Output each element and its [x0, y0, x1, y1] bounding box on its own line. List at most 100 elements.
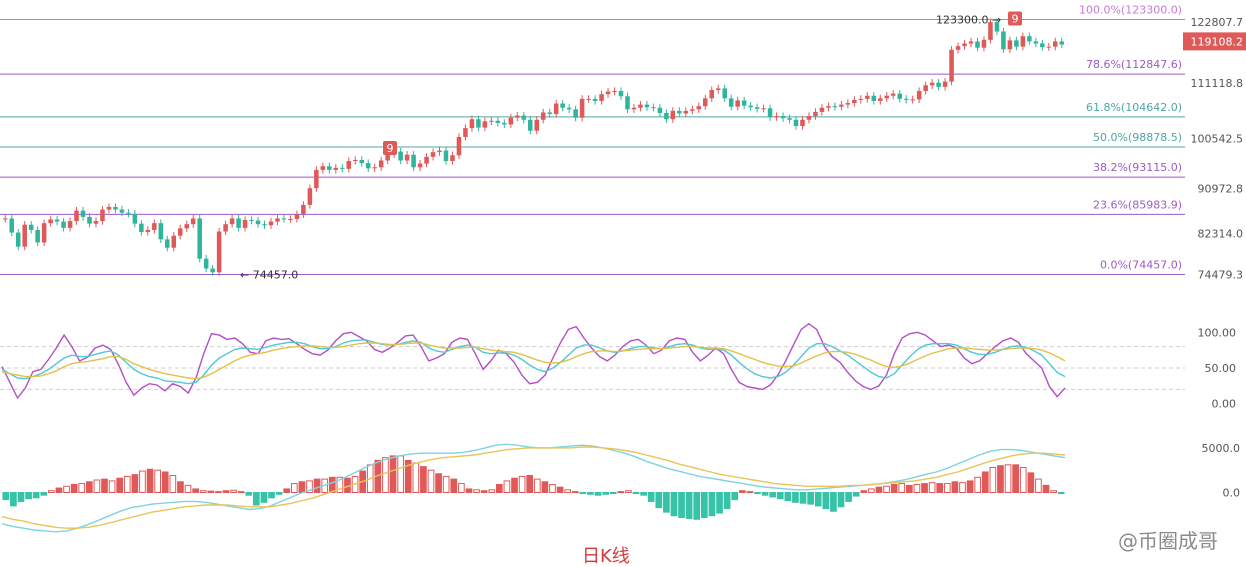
candle-body — [702, 98, 708, 107]
marker-a-text: 9 — [387, 142, 394, 155]
candle-body — [67, 221, 73, 228]
macd-bar — [215, 491, 222, 494]
candle-body — [657, 107, 663, 113]
candle-body — [35, 229, 40, 243]
candle-body — [871, 95, 877, 101]
macd-bar — [814, 492, 822, 507]
macd-bar — [700, 492, 708, 518]
candle-body — [994, 22, 1000, 32]
candle-body — [288, 218, 293, 220]
macd-bar — [587, 492, 594, 495]
macd-bar — [541, 481, 549, 493]
macd-bar — [731, 492, 739, 501]
candle-body — [547, 112, 552, 115]
candle-body — [962, 43, 967, 47]
macd-bar — [868, 488, 875, 493]
macd-bar — [2, 492, 10, 501]
candle-body — [612, 91, 617, 93]
marker-a-box — [383, 141, 397, 155]
candle-body — [74, 210, 79, 222]
candle-body — [508, 117, 514, 125]
candle-body — [385, 154, 390, 161]
macd-bar — [670, 492, 678, 517]
candle-body — [1053, 41, 1058, 47]
candle-body — [767, 108, 773, 118]
macd-bar — [275, 492, 283, 495]
macd-bar — [245, 492, 253, 496]
macd-bar — [268, 492, 275, 499]
macd-bar — [769, 492, 777, 498]
macd-bar — [966, 480, 974, 493]
macd-bar — [655, 492, 663, 509]
macd-bar — [420, 466, 427, 494]
candle-body — [223, 224, 228, 232]
macd-bar — [1012, 464, 1019, 494]
candle-body — [748, 105, 753, 108]
macd-bar — [708, 492, 716, 517]
macd-bar — [959, 482, 966, 493]
candle-body — [839, 104, 844, 107]
candle-body — [566, 107, 572, 110]
macd-bar — [435, 473, 442, 493]
macd-bar — [511, 477, 518, 494]
macd-bar — [397, 455, 404, 493]
candle-body — [190, 218, 196, 225]
candle-body — [327, 166, 332, 170]
candle-body — [184, 224, 189, 229]
macd-bar — [609, 492, 617, 494]
macd-bar — [283, 488, 291, 493]
candle-body — [916, 91, 922, 100]
marker-b-box — [1008, 11, 1022, 26]
candle-body — [936, 82, 941, 87]
fib-label: 0.0%(74457.0) — [1100, 259, 1182, 272]
macd-bar — [625, 490, 632, 494]
candle-body — [152, 223, 157, 230]
candle-body — [754, 107, 760, 109]
candle-body — [910, 99, 915, 101]
macd-bar — [101, 478, 108, 494]
candle-body — [450, 155, 455, 162]
candle-body — [741, 100, 747, 106]
macd-bar — [17, 492, 25, 502]
candle-body — [165, 239, 170, 248]
candle-body — [216, 231, 222, 273]
macd-bar — [913, 483, 921, 494]
fib-label: 100.0%(123300.0) — [1079, 3, 1182, 16]
candle-body — [132, 213, 138, 224]
macd-bar — [389, 455, 397, 493]
macd-bar — [943, 483, 951, 494]
candle-body — [534, 119, 540, 131]
candle-body — [100, 209, 105, 222]
macd-bar — [807, 492, 814, 505]
candle-body — [126, 212, 131, 214]
candle-body — [495, 120, 501, 123]
macd-bar — [685, 492, 693, 519]
candle-body — [437, 150, 442, 153]
candle-body — [852, 99, 857, 104]
macd-bar — [1042, 484, 1050, 494]
candle-body — [139, 223, 144, 233]
candle-body — [54, 219, 60, 222]
macd-bar — [518, 475, 526, 493]
macd-bar — [647, 492, 655, 502]
candle-body — [417, 163, 423, 168]
macd-bar — [116, 477, 124, 494]
macd-bar — [306, 480, 313, 493]
candle-body — [981, 39, 987, 48]
candle-body — [599, 94, 604, 101]
low-price-label: ← 74457.0 — [240, 269, 298, 282]
macd-bar — [442, 475, 450, 493]
candle-body — [203, 258, 209, 269]
macd-bar — [549, 483, 556, 494]
candle-body — [735, 100, 740, 107]
candle-body — [903, 98, 909, 100]
candle-body — [346, 161, 352, 169]
macd-bar — [602, 492, 609, 495]
candle-body — [333, 167, 339, 170]
macd-panel: 5000.0 0.0 — [1, 442, 1240, 533]
macd-bar — [32, 492, 40, 499]
candle-body — [41, 223, 47, 243]
candle-body — [975, 41, 980, 48]
macd-bar — [40, 492, 48, 496]
